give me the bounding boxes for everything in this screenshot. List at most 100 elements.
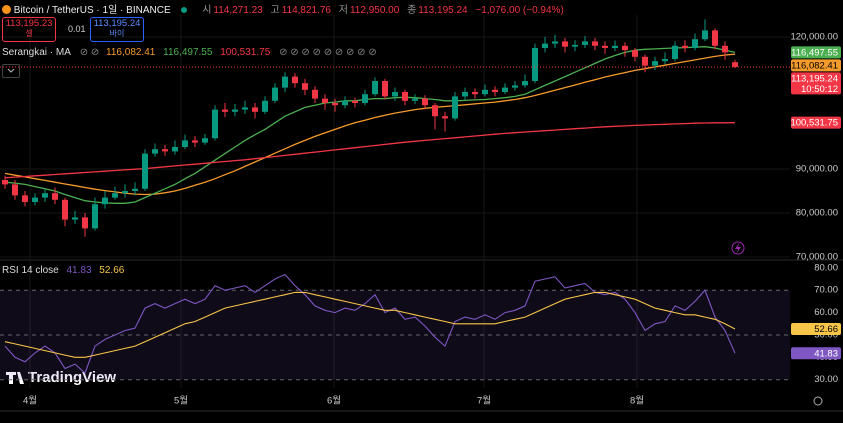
ohlc-value: 114,271.23 [213, 5, 263, 16]
alert-bolt [735, 243, 741, 253]
price-tag [791, 72, 841, 95]
sell-button[interactable]: 113,195.23 셀 [2, 17, 56, 42]
ohlc-label: 저 [338, 5, 348, 16]
candle-body [182, 140, 188, 147]
candle-body [402, 91, 408, 101]
candle-body [612, 45, 618, 48]
y-tick-label: 30.00 [814, 374, 838, 385]
rsi-line [4, 291, 736, 358]
y-tick-label: 90,000.00 [796, 164, 838, 175]
candle-body [432, 105, 438, 117]
header: Bitcoin / TetherUS · 1일 · BINANCE 시 114,2… [2, 1, 569, 16]
candle-body [152, 149, 158, 154]
candle-body [422, 98, 428, 106]
legend-value: 52.66 [99, 265, 125, 276]
candle-body [332, 102, 338, 106]
candle-body [592, 41, 598, 46]
candle-body [12, 184, 18, 196]
candle-body [162, 149, 168, 152]
candle-body [142, 153, 148, 189]
candle-body [22, 195, 28, 202]
candle-body [412, 98, 418, 101]
buy-button[interactable]: 113,195.24 바이 [90, 17, 144, 42]
candle-body [252, 107, 258, 112]
candle-body [342, 100, 348, 106]
buy-price: 113,195.24 [93, 18, 141, 29]
indicator-title[interactable]: RSI 14 close [2, 265, 59, 276]
sell-label: 셀 [25, 29, 33, 38]
candle-body [492, 89, 498, 92]
price-tag-label: 41.83 [814, 348, 838, 359]
legend-icon[interactable]: ⊘ ⊘ ⊘ ⊘ ⊘ ⊘ ⊘ ⊘ ⊘ [279, 47, 377, 58]
moving-average [4, 53, 736, 196]
collapse-button[interactable] [2, 64, 20, 78]
candle-body [392, 91, 398, 97]
coin-icon [2, 5, 11, 14]
candle-body [442, 116, 448, 119]
watermark: TradingView [28, 369, 116, 386]
price-tag [791, 46, 841, 59]
price-tag-label: 113,195.24 [791, 73, 838, 84]
ohlc-value: 113,195.24 [418, 5, 468, 16]
candle-body [682, 45, 688, 48]
candle-body [722, 45, 728, 53]
x-tick-label: 7월 [477, 395, 491, 407]
x-tick-label: 8월 [630, 395, 644, 407]
candle-body [172, 146, 178, 152]
candle-body [582, 41, 588, 45]
status-dot [181, 7, 188, 13]
ohlc-label: 시 [202, 5, 212, 16]
legend-value: 116,497.55 [163, 47, 213, 58]
candle-body [102, 197, 108, 205]
candle-body [72, 217, 78, 220]
candle-body [312, 89, 318, 99]
y-tick-label: 80,000.00 [796, 208, 838, 219]
candle-body [622, 45, 628, 51]
candle-body [212, 109, 218, 139]
candle-body [642, 56, 648, 66]
legend-icon[interactable]: ⊘ ⊘ [79, 47, 100, 58]
x-tick-label: 6월 [327, 395, 341, 407]
price-tag [791, 116, 841, 129]
sell-price: 113,195.23 [5, 18, 53, 29]
candle-body [202, 138, 208, 143]
candle-body [302, 83, 308, 90]
candle-body [692, 39, 698, 48]
candle-body [282, 76, 288, 88]
y-tick-label: 70,000.00 [796, 252, 838, 263]
y-tick-label: 70.00 [814, 285, 838, 296]
quantity[interactable]: 0.01 [68, 24, 86, 34]
price-tag-label: 116,082.41 [791, 60, 838, 71]
chevron [7, 68, 15, 73]
candle-body [42, 193, 48, 198]
x-tick-label: 5월 [174, 395, 188, 407]
rsi-line [4, 273, 736, 374]
moving-average [4, 122, 736, 179]
logo-mark [6, 372, 24, 384]
candle-body [272, 87, 278, 101]
candle-body [372, 80, 378, 95]
candle-body [122, 190, 128, 194]
price-tag-time: 10:50:12 [801, 84, 838, 95]
price-tag-label: 100,531.75 [790, 118, 838, 129]
candle-body [532, 47, 538, 81]
symbol[interactable]: Bitcoin / TetherUS · 1일 · BINANCE [13, 5, 171, 16]
candle-body [112, 193, 118, 198]
indicator-title[interactable]: Serangkai · MA [2, 47, 71, 58]
settings-icon[interactable] [813, 396, 823, 406]
candle-body [352, 100, 358, 103]
candle-body [502, 87, 508, 92]
candle-body [522, 80, 528, 86]
candle-body [262, 100, 268, 112]
candle-body [672, 45, 678, 59]
alert-icon[interactable] [731, 241, 745, 255]
ohlc-value: 112,950.00 [349, 5, 400, 16]
rsi-legend: RSI 14 close 41.83 52.66 [2, 265, 124, 276]
candle-body [712, 30, 718, 46]
candle-body [702, 30, 708, 40]
price-tag [791, 323, 841, 336]
y-tick-label: 60.00 [814, 307, 838, 318]
